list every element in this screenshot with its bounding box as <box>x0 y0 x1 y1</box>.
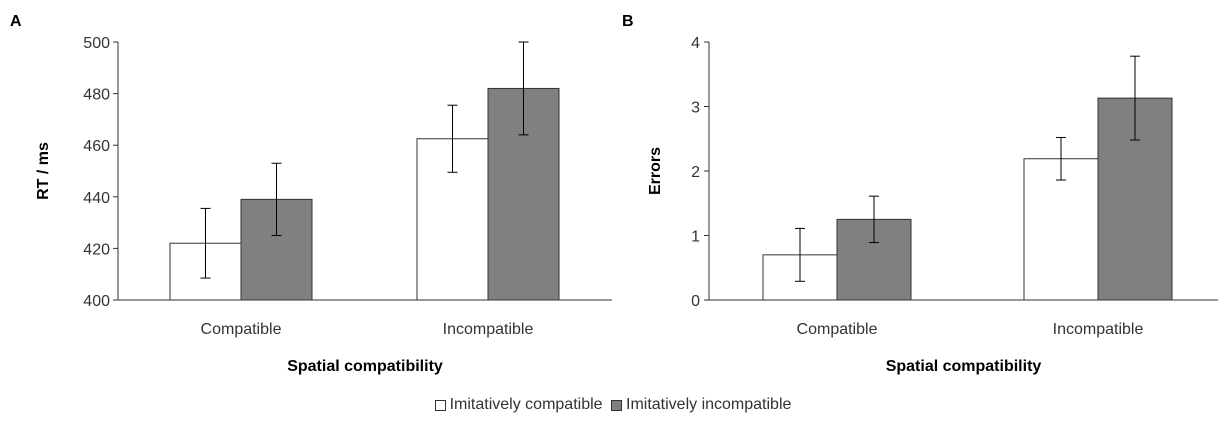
y-tick-label: 400 <box>83 293 110 310</box>
x-category-label: Compatible <box>797 321 878 338</box>
x-category-label: Incompatible <box>443 321 534 338</box>
y-tick-label: 3 <box>691 100 700 117</box>
y-tick-label: 440 <box>83 190 110 207</box>
legend-swatch-white <box>434 399 446 411</box>
y-tick-label: 1 <box>691 229 700 246</box>
y-axis-title: RT / ms <box>35 142 52 200</box>
x-category-label: Compatible <box>201 321 282 338</box>
legend-swatch-gray <box>611 399 622 411</box>
panel-letter: A <box>10 13 22 30</box>
x-category-label: Incompatible <box>1053 321 1144 338</box>
y-tick-label: 480 <box>83 87 110 104</box>
panel-letter: B <box>622 13 634 30</box>
y-tick-label: 420 <box>83 241 110 258</box>
x-axis-title: Spatial compatibility <box>886 358 1042 375</box>
y-tick-label: 500 <box>83 35 110 52</box>
y-tick-label: 2 <box>691 164 700 181</box>
legend-label: Imitatively incompatible <box>626 396 792 413</box>
legend-item-imitatively-compatible: Imitatively compatible <box>434 396 603 414</box>
y-axis-title: Errors <box>647 147 664 195</box>
chart-legend: Imitatively compatible Imitatively incom… <box>0 396 1226 416</box>
y-tick-label: 0 <box>691 293 700 310</box>
y-tick-label: 4 <box>691 35 700 52</box>
y-tick-label: 460 <box>83 138 110 155</box>
bar-imitatively-compatible-incompatible <box>1023 158 1099 301</box>
legend-item-imitatively-incompatible: Imitatively incompatible <box>611 396 791 414</box>
x-axis-title: Spatial compatibility <box>287 358 443 375</box>
legend-label: Imitatively compatible <box>449 396 603 413</box>
